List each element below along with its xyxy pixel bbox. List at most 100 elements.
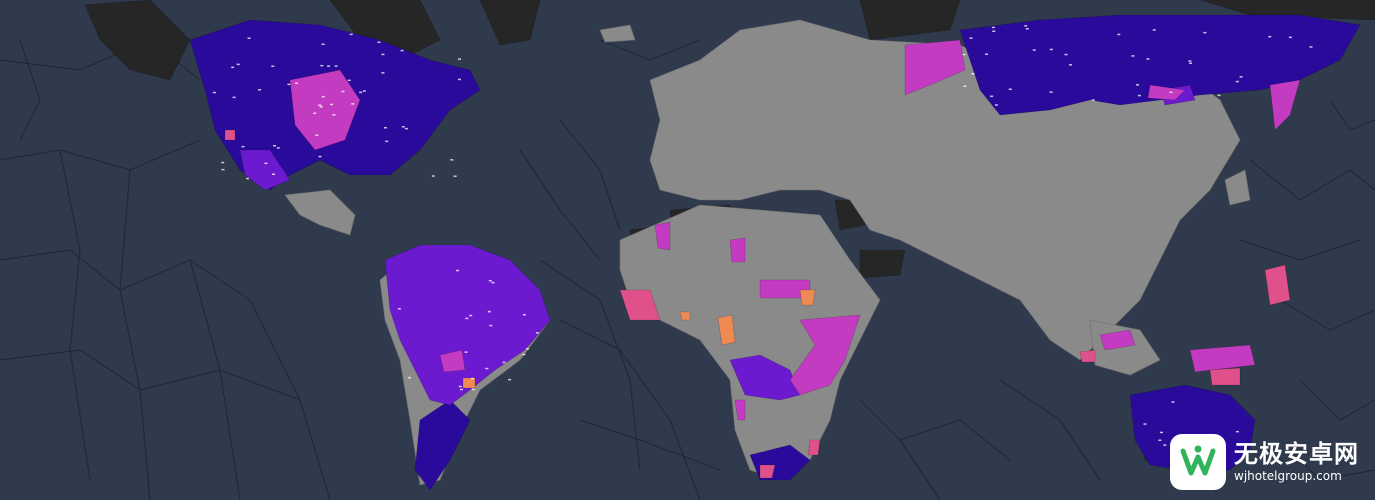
watermark-brand-text: 无极安卓网 (1234, 440, 1359, 468)
province-marker (985, 53, 988, 55)
province-marker (465, 317, 469, 320)
province-marker (231, 66, 235, 69)
province-marker (330, 103, 333, 106)
province-marker (401, 126, 405, 128)
province-marker (456, 269, 459, 272)
province-marker (1309, 46, 1313, 48)
province-marker (327, 65, 331, 67)
province-marker (334, 65, 338, 67)
province-marker (508, 378, 512, 381)
province-marker (381, 53, 385, 56)
magenta-regions (289, 39, 1301, 421)
province-marker (471, 377, 474, 380)
province-marker (1008, 88, 1012, 90)
province-marker (464, 351, 468, 353)
province-marker (1171, 401, 1175, 403)
province-marker (221, 161, 225, 164)
province-marker (1160, 431, 1163, 434)
province-marker (258, 89, 262, 91)
province-marker (1268, 35, 1272, 38)
province-marker (1217, 94, 1221, 97)
province-marker (212, 91, 216, 94)
orange-regions (462, 289, 816, 389)
province-marker (319, 106, 323, 108)
province-marker (320, 64, 324, 67)
province-marker (990, 95, 994, 97)
province-marker (271, 65, 275, 67)
province-marker (1146, 58, 1150, 60)
province-marker (1049, 48, 1053, 51)
province-marker (246, 177, 249, 180)
province-marker (1137, 94, 1141, 97)
province-marker (321, 95, 325, 98)
province-marker (247, 37, 251, 39)
province-marker (1131, 55, 1135, 57)
province-marker (1049, 91, 1053, 93)
province-marker (485, 367, 489, 370)
province-marker (1025, 28, 1029, 30)
province-marker (236, 63, 240, 66)
province-marker (400, 49, 404, 52)
province-marker (1235, 430, 1239, 433)
province-marker (431, 175, 435, 177)
province-marker (1143, 423, 1147, 425)
province-marker (1239, 76, 1243, 78)
province-marker (488, 280, 492, 282)
province-marker (1091, 99, 1095, 101)
province-marker (341, 90, 345, 93)
province-marker (377, 41, 381, 43)
province-marker (315, 134, 319, 136)
province-markers (212, 25, 1313, 446)
province-marker (321, 43, 325, 45)
province-marker (457, 78, 461, 81)
province-marker (264, 162, 268, 165)
province-marker (1117, 33, 1121, 36)
province-marker (273, 145, 276, 147)
province-marker (489, 324, 493, 327)
province-marker (351, 103, 355, 105)
province-marker (385, 140, 389, 143)
province-marker (963, 85, 967, 87)
province-marker (1189, 62, 1193, 64)
province-marker (992, 30, 996, 32)
province-marker (522, 314, 526, 316)
province-marker (1203, 31, 1207, 34)
province-marker (471, 388, 475, 391)
province-marker (1235, 80, 1239, 83)
province-marker (502, 361, 506, 364)
province-marker (1188, 60, 1192, 62)
province-marker (221, 168, 225, 171)
province-marker (232, 96, 236, 99)
province-marker (971, 73, 975, 75)
province-marker (1136, 84, 1139, 86)
province-marker (295, 82, 298, 84)
purple-mid-regions (239, 84, 1196, 406)
province-marker (362, 90, 366, 92)
province-marker (491, 281, 495, 284)
province-marker (318, 104, 322, 106)
province-marker (408, 376, 411, 379)
w-leaf-logo-icon (1170, 434, 1226, 490)
watermark-url-text: wjhotelgroup.com (1234, 469, 1342, 483)
province-marker (460, 388, 463, 391)
province-marker (1032, 49, 1036, 51)
province-marker (383, 127, 387, 129)
pink-regions (224, 129, 1291, 479)
province-marker (991, 26, 995, 29)
province-marker (469, 314, 473, 317)
province-marker (458, 385, 462, 388)
province-marker (526, 348, 529, 350)
province-marker (962, 53, 966, 56)
province-marker (453, 175, 457, 177)
province-marker (276, 147, 280, 149)
province-marker (241, 145, 245, 148)
province-marker (1024, 25, 1028, 27)
province-marker (313, 112, 317, 114)
watermark: 无极安卓网 wjhotelgroup.com (1170, 434, 1359, 490)
province-marker (287, 83, 291, 86)
province-marker (381, 72, 385, 74)
province-marker (994, 104, 998, 106)
province-marker (522, 353, 526, 356)
